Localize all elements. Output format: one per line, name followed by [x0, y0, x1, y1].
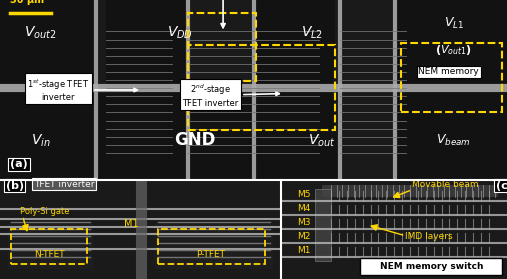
- Bar: [401, 43, 502, 112]
- Bar: [315, 189, 331, 261]
- Text: Movable beam: Movable beam: [412, 180, 479, 189]
- Text: $V_{in}$: $V_{in}$: [31, 132, 50, 148]
- Bar: [9, 224, 93, 269]
- Text: M4: M4: [297, 204, 311, 213]
- Text: $V_{beam}$: $V_{beam}$: [437, 133, 471, 148]
- Bar: [158, 229, 265, 264]
- Text: M5: M5: [297, 190, 311, 199]
- Text: CMOS buffer: CMOS buffer: [190, 0, 256, 28]
- Bar: [259, 86, 340, 180]
- Text: (b): (b): [6, 181, 24, 191]
- Bar: [395, 86, 507, 180]
- Text: M1: M1: [124, 219, 138, 229]
- Text: TFET inverter: TFET inverter: [34, 180, 94, 189]
- Bar: [322, 185, 498, 197]
- Bar: [395, 0, 507, 86]
- Text: 2$^{nd}$-stage
TFET inverter: 2$^{nd}$-stage TFET inverter: [183, 83, 279, 108]
- Text: 30 μm: 30 μm: [10, 0, 44, 5]
- Text: IMD layers: IMD layers: [406, 232, 453, 241]
- Text: $V_{out2}$: $V_{out2}$: [24, 24, 57, 40]
- Bar: [96, 86, 259, 180]
- Bar: [106, 0, 188, 86]
- Text: M3: M3: [297, 218, 311, 227]
- Text: (a): (a): [10, 159, 28, 169]
- Text: GND: GND: [174, 131, 216, 149]
- Text: N-TFET: N-TFET: [34, 250, 64, 259]
- Bar: [11, 229, 87, 264]
- Text: M1: M1: [297, 246, 311, 255]
- Text: P-TFET: P-TFET: [197, 250, 226, 259]
- Bar: [254, 0, 335, 86]
- Text: M2: M2: [297, 232, 311, 241]
- Text: NEM memory switch: NEM memory switch: [380, 262, 483, 271]
- Bar: [155, 224, 273, 269]
- Text: $V_{out}$: $V_{out}$: [308, 132, 336, 148]
- Text: 1$^{st}$-stage TFET
inverter: 1$^{st}$-stage TFET inverter: [27, 78, 137, 102]
- Bar: [0, 86, 96, 180]
- Text: (c): (c): [496, 181, 507, 191]
- Bar: [360, 258, 502, 275]
- Text: $V_{L2}$: $V_{L2}$: [301, 24, 323, 40]
- Text: $V_{DD}$: $V_{DD}$: [167, 24, 193, 40]
- Text: NEM memory: NEM memory: [418, 68, 479, 76]
- Text: $V_{L1}$: $V_{L1}$: [444, 16, 464, 31]
- Text: ($V_{out1}$): ($V_{out1}$): [436, 44, 472, 57]
- Text: Poly-Si gate: Poly-Si gate: [20, 207, 69, 216]
- Bar: [188, 13, 256, 81]
- Bar: [0, 0, 96, 86]
- Bar: [188, 45, 335, 129]
